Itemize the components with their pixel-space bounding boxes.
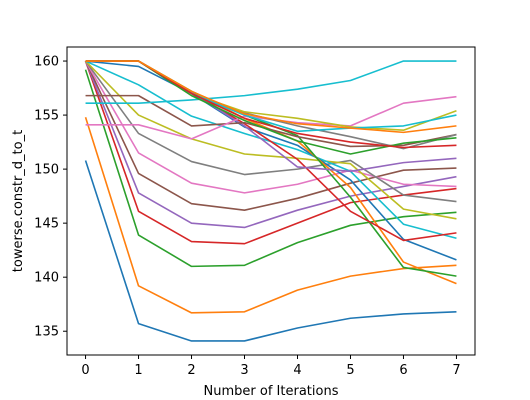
y-tick-label: 150 — [34, 163, 59, 178]
series-line-22 — [85, 60, 457, 155]
x-tick-label: 1 — [134, 363, 142, 378]
x-tick-label: 7 — [452, 363, 460, 378]
series-line-3 — [84, 69, 457, 268]
series-line-4 — [84, 60, 457, 245]
y-tick-label: 160 — [34, 55, 59, 70]
series-line-6 — [84, 60, 457, 211]
series-line-7 — [84, 60, 457, 194]
x-tick-label: 0 — [81, 363, 89, 378]
x-axis-label: Number of Iterations — [204, 384, 339, 399]
series-line-13 — [85, 60, 457, 277]
y-axis: 135 140 145 150 155 160 — [34, 55, 67, 340]
series-line-1 — [84, 160, 457, 342]
x-tick-label: 2 — [187, 363, 195, 378]
y-tick-label: 135 — [34, 325, 59, 340]
y-tick-label: 140 — [34, 271, 59, 286]
y-axis-label: towerse.constr_d_to_t — [11, 130, 26, 272]
series-line-9 — [84, 60, 457, 220]
series-line-8 — [84, 60, 457, 203]
y-tick-label: 155 — [34, 109, 59, 124]
y-tick-label: 145 — [34, 217, 59, 232]
x-tick-label: 3 — [240, 363, 248, 378]
series-line-11 — [85, 60, 457, 261]
series-layer — [84, 60, 457, 342]
series-line-2 — [84, 117, 457, 314]
series-line-24 — [85, 60, 457, 134]
series-line-20 — [85, 60, 457, 104]
x-tick-label: 6 — [399, 363, 407, 378]
series-line-21 — [85, 60, 457, 133]
x-tick-label: 4 — [293, 363, 301, 378]
series-line-5 — [84, 60, 457, 229]
plot-frame — [66, 46, 476, 356]
series-line-10 — [85, 60, 457, 240]
x-axis: 0 1 2 3 4 5 6 7 — [81, 355, 461, 378]
x-tick-label: 5 — [346, 363, 354, 378]
